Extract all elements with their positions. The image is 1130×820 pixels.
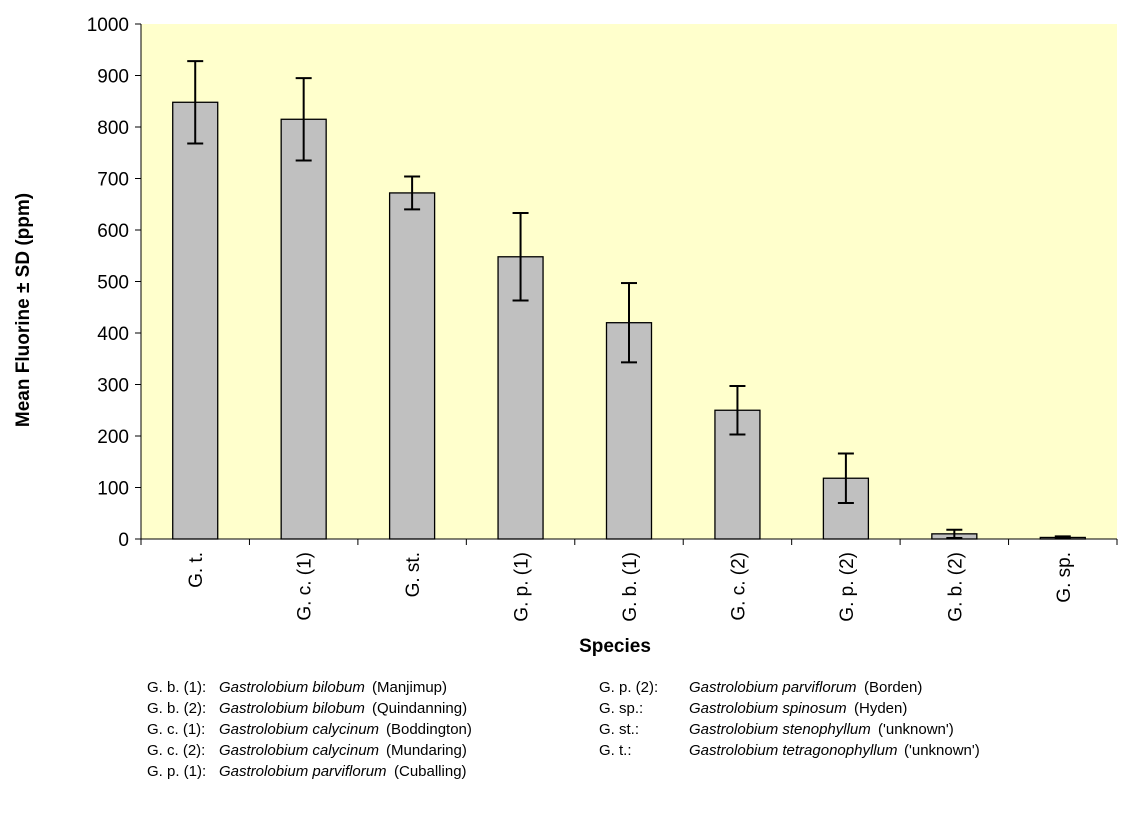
- x-tick-label: G. p. (1): [512, 552, 533, 622]
- legend-row: G. p. (1): Gastrolobium parviflorum (Cubal…: [147, 761, 467, 782]
- legend-species-name: Gastrolobium tetragonophyllum: [689, 742, 898, 759]
- legend-row: G. b. (1): Gastrolobium bilobum (Manjimup): [147, 677, 447, 698]
- legend-location: ('unknown'): [878, 721, 954, 738]
- bar: [172, 101, 219, 540]
- legend-species-name: Gastrolobium calycinum: [219, 742, 380, 759]
- legend-species-name: Gastrolobium calycinum: [219, 721, 380, 738]
- legend-row: G. c. (2): Gastrolobium calycinum (Mundari…: [147, 740, 467, 761]
- x-tick-label: G. p. (2): [837, 552, 858, 622]
- error-bars-group: [187, 60, 1071, 540]
- legend-code: G. sp.:: [599, 700, 644, 717]
- bar: [280, 118, 327, 540]
- x-axis-title: Species: [579, 636, 651, 657]
- legend-code: G. b. (2):: [147, 700, 207, 717]
- legend-location: (Quindanning): [372, 700, 468, 717]
- legend-row: G. c. (1): Gastrolobium calycinum (Bodding…: [147, 719, 472, 740]
- legend-location: (Borden): [864, 679, 923, 696]
- y-tick-label: 100: [97, 479, 129, 500]
- legend-column-right: G. p. (2): Gastrolobium parviflorum (Borde…: [599, 677, 980, 761]
- error-bar: [1054, 535, 1071, 540]
- legend-row: G. st.: Gastrolobium stenophyllum ('unknow…: [599, 719, 954, 740]
- error-bar: [295, 77, 312, 162]
- legend-location: (Manjimup): [372, 679, 448, 696]
- y-tick-label: 700: [97, 170, 129, 191]
- bar: [388, 192, 436, 540]
- legend-row: G. sp.: Gastrolobium spinosum (Hyden): [599, 698, 907, 719]
- error-bar: [512, 212, 529, 302]
- y-tick-label: 900: [97, 67, 129, 88]
- legend-location: (Mundaring): [386, 742, 467, 759]
- y-tick-label: 200: [97, 427, 129, 448]
- legend-column-left: G. b. (1): Gastrolobium bilobum (Manjimup)…: [147, 677, 472, 782]
- legend-code: G. c. (2):: [147, 742, 206, 759]
- legend-species-name: Gastrolobium spinosum: [689, 700, 847, 717]
- x-tick-label: G. t.: [186, 552, 207, 588]
- legend-location: (Cuballing): [394, 763, 467, 780]
- y-axis-title: Mean Fluorine ± SD (ppm): [13, 193, 34, 427]
- legend-location: (Boddington): [386, 721, 472, 738]
- x-tick-label: G. c. (2): [728, 552, 749, 621]
- legend-row: G. b. (2): Gastrolobium bilobum (Quindanni…: [147, 698, 467, 719]
- x-tick-label: G. st.: [403, 552, 424, 597]
- error-bar: [946, 528, 963, 539]
- x-tick-label: G. c. (1): [295, 552, 316, 621]
- x-tick-label: G. sp.: [1054, 552, 1075, 603]
- legend-location: ('unknown'): [904, 742, 980, 759]
- legend-species-name: Gastrolobium bilobum: [219, 700, 365, 717]
- legend-row: G. p. (2): Gastrolobium parviflorum (Borde…: [599, 677, 922, 698]
- y-tick-label: 400: [97, 324, 129, 345]
- legend-species-name: Gastrolobium parviflorum: [689, 679, 857, 696]
- legend-code: G. p. (2):: [599, 679, 659, 696]
- y-tick-label: 800: [97, 118, 129, 139]
- y-tick-label: 500: [97, 273, 129, 294]
- legend-species-name: Gastrolobium bilobum: [219, 679, 365, 696]
- x-tick-label: G. b. (2): [945, 552, 966, 622]
- y-tick-label: 600: [97, 221, 129, 242]
- bars-group: [172, 101, 1086, 540]
- error-bar: [837, 452, 854, 504]
- error-bar: [404, 175, 421, 211]
- y-tick-label: 300: [97, 376, 129, 397]
- species-legend: G. b. (1): Gastrolobium bilobum (Manjimup)…: [147, 677, 1107, 817]
- x-ticks-group: G. t. G. c. (1) G. st. G. p. (1) G. b. (1) G.…: [140, 539, 1118, 622]
- error-bar: [187, 60, 204, 145]
- error-bar: [621, 282, 637, 364]
- legend-row: G. t.: Gastrolobium tetragonophyllum ('unk…: [599, 740, 980, 761]
- legend-code: G. st.:: [599, 721, 640, 738]
- error-bar: [729, 385, 746, 436]
- y-tick-label: 1000: [87, 15, 129, 36]
- legend-code: G. b. (1):: [147, 679, 207, 696]
- legend-location: (Hyden): [854, 700, 908, 717]
- y-ticks-group: 0 100 200 300 400 500 600 700 800 900 1000: [87, 15, 141, 551]
- y-tick-label: 0: [118, 530, 129, 551]
- legend-code: G. p. (1):: [147, 763, 207, 780]
- legend-species-name: Gastrolobium parviflorum: [219, 763, 387, 780]
- legend-species-name: Gastrolobium stenophyllum: [689, 721, 871, 738]
- x-tick-label: G. b. (1): [620, 552, 641, 622]
- legend-code: G. t.:: [599, 742, 632, 759]
- legend-code: G. c. (1):: [147, 721, 206, 738]
